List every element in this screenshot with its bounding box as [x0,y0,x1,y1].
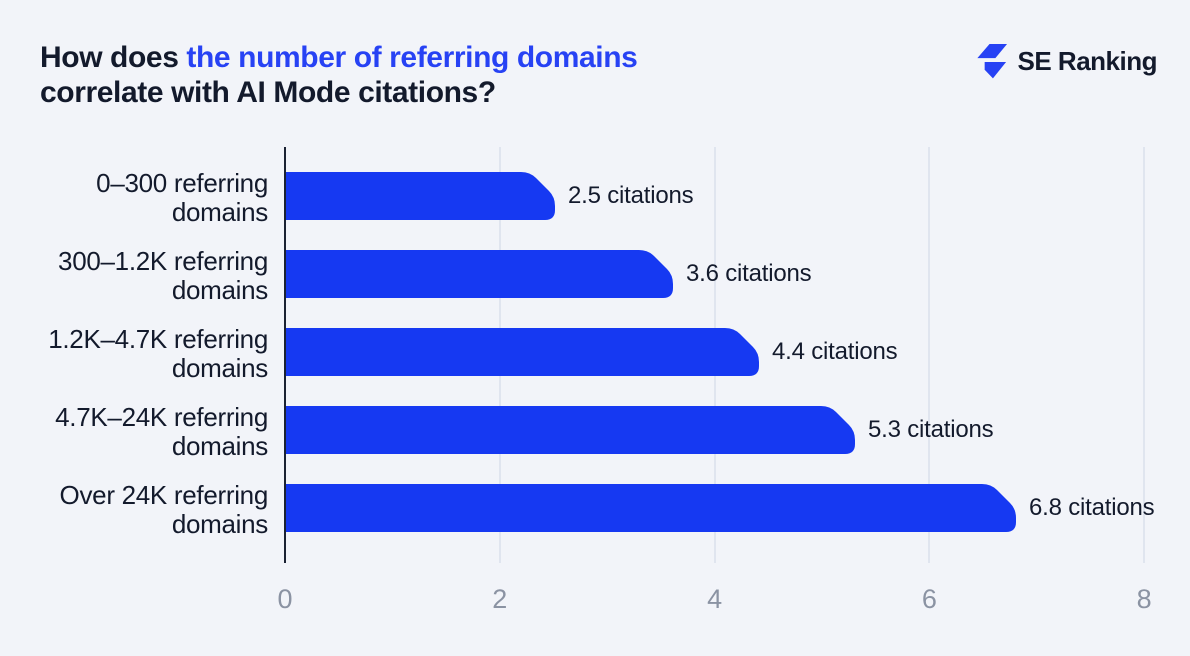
category-label-3: 4.7K–24K referring domains [55,402,268,461]
bar-2 [286,328,759,376]
category-label-1: 300–1.2K referring domains [58,246,268,305]
y-axis-line [284,147,286,563]
x-tick-label-0: 0 [277,584,293,614]
x-tick-label-8: 8 [1136,584,1152,614]
title-part1: How does [40,41,187,74]
category-label-4: Over 24K referring domains [59,480,269,539]
lightning-bolt-icon [976,43,1007,79]
chart-title: How does the number of referring domains… [40,40,638,110]
bar-0 [286,172,555,220]
bar-1 [286,250,673,298]
category-label-0: 0–300 referring domains [96,168,268,227]
bar-4 [286,484,1016,532]
title-part2: correlate with AI Mode citations? [40,76,496,109]
value-label-1: 3.6 citations [686,260,812,287]
x-tick-label-2: 2 [492,584,508,614]
se-ranking-logo: SE Ranking [972,41,1158,81]
se-ranking-logo-text: SE Ranking [1017,45,1158,76]
x-tick-label-4: 4 [707,584,723,614]
gridline-x-6 [928,147,931,563]
bar-3 [286,406,855,454]
category-label-2: 1.2K–4.7K referring domains [48,324,268,383]
value-label-0: 2.5 citations [568,182,694,209]
value-label-2: 4.4 citations [772,338,898,365]
x-tick-label-6: 6 [921,584,937,614]
value-label-3: 5.3 citations [868,416,994,443]
gridline-x-8 [1143,147,1146,563]
value-label-4: 6.8 citations [1029,494,1155,521]
title-highlight: the number of referring domains [186,41,638,74]
